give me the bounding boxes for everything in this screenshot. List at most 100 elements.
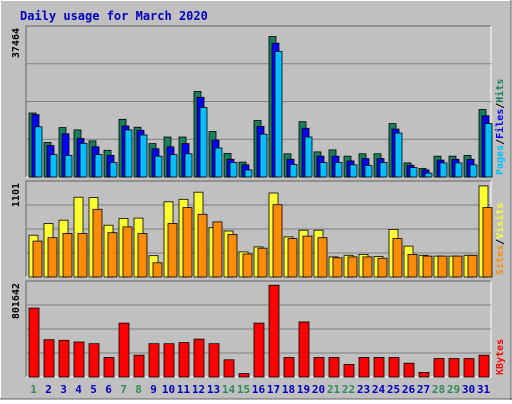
bar-pages-day-31 (484, 123, 493, 178)
bar-kbytes-day-1 (28, 307, 40, 378)
bar-sites-day-3 (62, 233, 73, 278)
bar-pages-day-7 (124, 129, 133, 178)
bar-pages-day-5 (94, 154, 103, 178)
y-max-label-middle: 1101 (11, 183, 22, 207)
y-max-label-bottom: 801642 (11, 283, 22, 319)
bar-kbytes-day-6 (103, 357, 115, 378)
bar-sites-day-14 (227, 233, 238, 278)
bar-sites-day-12 (197, 213, 208, 278)
legend-entry-kbytes: KBytes (495, 339, 506, 375)
bar-pages-day-10 (169, 154, 178, 178)
bar-sites-day-19 (302, 235, 313, 278)
legend-separator: / (495, 239, 506, 245)
bar-sites-day-13 (212, 221, 223, 278)
bar-sites-day-21 (332, 257, 343, 278)
bar-kbytes-day-12 (193, 338, 205, 378)
x-label-day-7: 7 (120, 383, 127, 396)
bar-kbytes-day-18 (283, 357, 295, 378)
bar-kbytes-day-5 (88, 343, 100, 378)
bar-pages-day-23 (364, 165, 373, 178)
x-label-day-25: 25 (387, 383, 400, 396)
bar-kbytes-day-10 (163, 343, 175, 378)
bar-kbytes-day-27 (418, 371, 430, 378)
bar-kbytes-day-16 (253, 322, 265, 378)
bar-kbytes-day-8 (133, 354, 145, 378)
x-label-day-15: 15 (237, 383, 250, 396)
bar-sites-day-10 (167, 223, 178, 278)
x-label-day-24: 24 (372, 383, 386, 396)
bar-sites-day-30 (467, 254, 478, 278)
bar-sites-day-31 (482, 207, 493, 278)
bar-pages-day-3 (64, 154, 73, 178)
bar-pages-day-19 (304, 136, 313, 178)
bar-pages-day-18 (289, 163, 298, 178)
legend-middle: Sites/Visits (494, 203, 506, 275)
bar-pages-day-24 (379, 162, 388, 178)
legend-separator: / (495, 103, 506, 109)
x-label-day-16: 16 (252, 383, 266, 396)
x-label-day-19: 19 (297, 383, 310, 396)
bar-kbytes-day-30 (463, 358, 475, 378)
x-label-day-2: 2 (45, 383, 52, 396)
x-label-day-6: 6 (105, 383, 112, 396)
bar-kbytes-day-21 (328, 357, 340, 378)
bar-sites-day-15 (242, 253, 253, 278)
bar-pages-day-27 (424, 172, 433, 178)
bar-kbytes-day-14 (223, 359, 235, 378)
bar-kbytes-day-28 (433, 358, 445, 378)
x-label-day-23: 23 (357, 383, 370, 396)
bar-kbytes-day-11 (178, 342, 190, 378)
bar-pages-day-14 (229, 162, 238, 178)
legend-entry-pages: Pages (495, 145, 506, 175)
bar-pages-day-21 (334, 162, 343, 178)
bar-kbytes-day-20 (313, 357, 325, 378)
bar-sites-day-2 (47, 237, 58, 278)
x-label-day-13: 13 (207, 383, 220, 396)
bar-pages-day-9 (154, 155, 163, 178)
bar-sites-day-24 (377, 257, 388, 278)
bar-pages-day-20 (319, 162, 328, 178)
bar-sites-day-8 (137, 233, 148, 278)
x-label-day-9: 9 (150, 383, 157, 396)
bar-sites-day-22 (347, 256, 358, 278)
x-label-day-4: 4 (75, 383, 82, 396)
x-label-day-17: 17 (267, 383, 280, 396)
bar-kbytes-day-19 (298, 321, 310, 378)
bar-pages-day-2 (49, 154, 58, 178)
bar-kbytes-day-2 (43, 339, 55, 378)
bar-kbytes-day-23 (358, 357, 370, 378)
bar-pages-day-6 (109, 162, 118, 178)
y-max-label-top: 37464 (11, 28, 22, 58)
bar-sites-day-20 (317, 237, 328, 278)
bar-kbytes-day-15 (238, 373, 250, 378)
bar-sites-day-23 (362, 256, 373, 278)
x-label-day-3: 3 (60, 383, 67, 396)
bar-kbytes-day-3 (58, 339, 70, 378)
bar-pages-day-22 (349, 164, 358, 178)
bar-sites-day-6 (107, 232, 118, 278)
bar-kbytes-day-13 (208, 343, 220, 378)
bar-sites-day-7 (122, 226, 133, 278)
x-label-day-22: 22 (342, 383, 355, 396)
bar-sites-day-9 (152, 262, 163, 278)
bar-sites-day-25 (392, 238, 403, 278)
bar-sites-day-28 (437, 255, 448, 278)
bar-kbytes-day-25 (388, 357, 400, 378)
bar-sites-day-27 (422, 255, 433, 278)
panel-top: 37464 Pages/Files/Hits (11, 25, 506, 178)
legend-separator: / (495, 139, 506, 145)
bar-pages-day-29 (454, 162, 463, 178)
bar-pages-day-8 (139, 134, 148, 178)
legend-entry-files: Files (494, 109, 506, 139)
bar-pages-day-4 (79, 142, 88, 178)
legend-entry-sites: Sites (494, 245, 506, 275)
legend-top: Pages/Files/Hits (494, 79, 506, 175)
bar-sites-day-5 (92, 208, 103, 278)
x-label-day-5: 5 (90, 383, 97, 396)
bar-sites-day-4 (77, 233, 88, 278)
bar-sites-day-11 (182, 207, 193, 278)
bar-pages-day-26 (409, 167, 418, 178)
x-label-day-29: 29 (447, 383, 460, 396)
bar-pages-day-11 (184, 153, 193, 178)
